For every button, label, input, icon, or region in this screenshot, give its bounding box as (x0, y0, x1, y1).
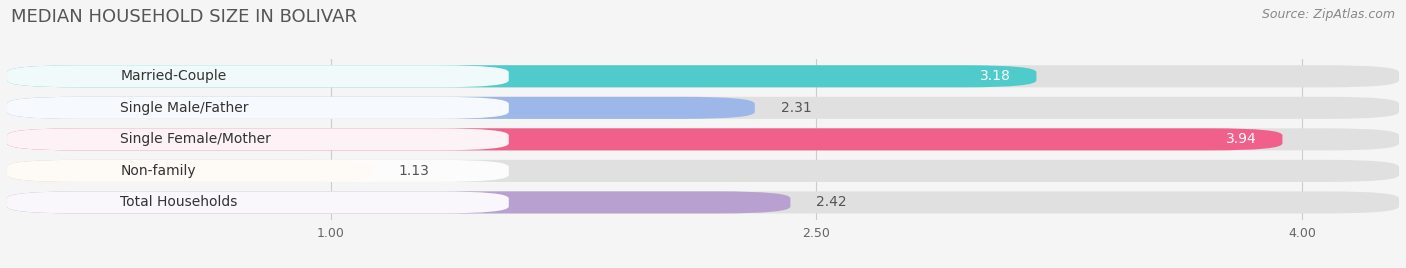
Text: Married-Couple: Married-Couple (121, 69, 226, 83)
FancyBboxPatch shape (7, 191, 790, 213)
FancyBboxPatch shape (7, 97, 1399, 119)
Text: 3.18: 3.18 (980, 69, 1011, 83)
Text: Total Households: Total Households (121, 195, 238, 209)
Text: Non-family: Non-family (121, 164, 195, 178)
FancyBboxPatch shape (7, 128, 509, 150)
FancyBboxPatch shape (7, 128, 1282, 150)
FancyBboxPatch shape (7, 128, 1399, 150)
FancyBboxPatch shape (7, 191, 1399, 213)
FancyBboxPatch shape (7, 160, 373, 182)
FancyBboxPatch shape (7, 191, 509, 213)
FancyBboxPatch shape (7, 160, 1399, 182)
FancyBboxPatch shape (7, 160, 509, 182)
FancyBboxPatch shape (7, 65, 1399, 87)
FancyBboxPatch shape (7, 97, 755, 119)
Text: 2.31: 2.31 (780, 101, 811, 115)
Text: 2.42: 2.42 (817, 195, 846, 209)
FancyBboxPatch shape (7, 65, 509, 87)
Text: 1.13: 1.13 (399, 164, 430, 178)
FancyBboxPatch shape (7, 97, 509, 119)
Text: MEDIAN HOUSEHOLD SIZE IN BOLIVAR: MEDIAN HOUSEHOLD SIZE IN BOLIVAR (11, 8, 357, 26)
Text: Single Male/Father: Single Male/Father (121, 101, 249, 115)
Text: 3.94: 3.94 (1226, 132, 1257, 146)
FancyBboxPatch shape (7, 65, 1036, 87)
Text: Single Female/Mother: Single Female/Mother (121, 132, 271, 146)
Text: Source: ZipAtlas.com: Source: ZipAtlas.com (1261, 8, 1395, 21)
